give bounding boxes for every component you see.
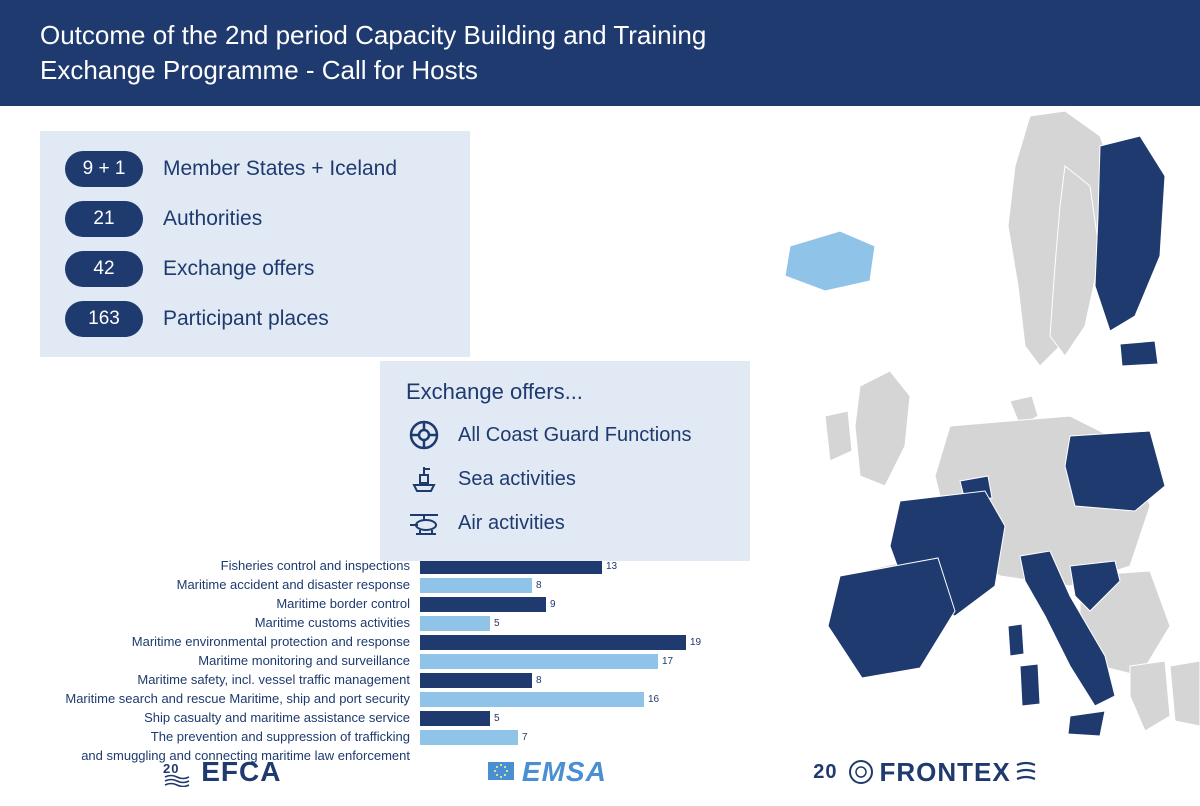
map-corsica: [1008, 624, 1024, 656]
logo-emsa-text: EMSA: [522, 756, 607, 788]
chart-bar: [420, 597, 546, 612]
chart-label: Maritime safety, incl. vessel traffic ma…: [40, 673, 420, 688]
stat-row: 9 + 1 Member States + Iceland: [65, 151, 445, 187]
stat-label: Participant places: [163, 307, 329, 331]
logo-frontex-prefix: 20: [813, 761, 837, 784]
chart-bar: [420, 578, 532, 593]
stat-row: 21 Authorities: [65, 201, 445, 237]
chart-bar-wrap: 9: [420, 597, 780, 612]
chart-bar-wrap: 17: [420, 654, 780, 669]
lifebuoy-icon: [406, 419, 442, 451]
stat-row: 42 Exchange offers: [65, 251, 445, 287]
stats-box: 9 + 1 Member States + Iceland 21 Authoritie…: [40, 131, 470, 357]
chart-row: Maritime customs activities 5: [40, 614, 780, 632]
chart-label: Maritime border control: [40, 597, 420, 612]
svg-text:20: 20: [163, 761, 179, 776]
chart-row: Maritime monitoring and surveillance 17: [40, 652, 780, 670]
left-column: 9 + 1 Member States + Iceland 21 Authoritie…: [40, 131, 810, 766]
chart-value: 5: [494, 713, 500, 724]
chart-row: Ship casualty and maritime assistance se…: [40, 709, 780, 727]
chart-label: Maritime customs activities: [40, 616, 420, 631]
chart-bar: [420, 673, 532, 688]
chart-value: 5: [494, 618, 500, 629]
offer-row: Air activities: [406, 507, 724, 539]
chart-label: Maritime environmental protection and re…: [40, 635, 420, 650]
chart-row: Maritime environmental protection and re…: [40, 633, 780, 651]
chart-bar-wrap: 16: [420, 692, 780, 707]
chart-bar: [420, 654, 658, 669]
logo-efca-text: EFCA: [201, 756, 281, 788]
offer-label: All Coast Guard Functions: [458, 424, 691, 447]
map-spain: [828, 558, 955, 678]
chart-label: The prevention and suppression of traffi…: [40, 730, 420, 745]
chart-value: 13: [606, 561, 617, 572]
offer-row: All Coast Guard Functions: [406, 419, 724, 451]
map-sicily: [1068, 711, 1105, 736]
map-sardinia: [1020, 664, 1040, 706]
map-iceland: [785, 231, 875, 291]
stat-pill: 42: [65, 251, 143, 287]
map-poland: [1065, 431, 1165, 511]
chart-label: Maritime monitoring and surveillance: [40, 654, 420, 669]
chart-bar: [420, 711, 490, 726]
stat-label: Exchange offers: [163, 257, 314, 281]
chart-row: Maritime border control 9: [40, 595, 780, 613]
chart-value: 8: [536, 675, 542, 686]
offers-title: Exchange offers...: [406, 379, 724, 405]
offer-row: Sea activities: [406, 463, 724, 495]
chart-label: Maritime search and rescue Maritime, shi…: [40, 692, 420, 707]
logo-efca: 20 EFCA: [163, 756, 281, 788]
chart-bar-wrap: 8: [420, 578, 780, 593]
map-estonia: [1120, 341, 1158, 366]
europe-map: [770, 106, 1200, 786]
offer-label: Sea activities: [458, 468, 576, 491]
logo-frontex-text: FRONTEX: [880, 757, 1011, 788]
header-banner: Outcome of the 2nd period Capacity Build…: [0, 0, 1200, 106]
chart-bar-wrap: 5: [420, 616, 780, 631]
chart-row: Maritime safety, incl. vessel traffic ma…: [40, 671, 780, 689]
logo-emsa: EMSA: [488, 756, 607, 788]
stat-pill: 21: [65, 201, 143, 237]
chart-bar-wrap: 5: [420, 711, 780, 726]
offers-box: Exchange offers... All Coast Guard Funct…: [380, 361, 750, 561]
stat-label: Member States + Iceland: [163, 157, 397, 181]
chart-bar: [420, 730, 518, 745]
chart-value: 16: [648, 694, 659, 705]
chart-label: Fisheries control and inspections: [40, 559, 420, 574]
chart-value: 8: [536, 580, 542, 591]
header-line-2: Exchange Programme - Call for Hosts: [40, 53, 1160, 88]
chart-value: 9: [550, 599, 556, 610]
chart-bar-wrap: 19: [420, 635, 780, 650]
stat-row: 163 Participant places: [65, 301, 445, 337]
offer-label: Air activities: [458, 512, 565, 535]
chart-row: Maritime search and rescue Maritime, shi…: [40, 690, 780, 708]
map-finland: [1095, 136, 1165, 331]
chart-label: Maritime accident and disaster response: [40, 578, 420, 593]
chart-bar-wrap: 8: [420, 673, 780, 688]
header-line-1: Outcome of the 2nd period Capacity Build…: [40, 18, 1160, 53]
chart-label: Ship casualty and maritime assistance se…: [40, 711, 420, 726]
chart-row: Maritime accident and disaster response 8: [40, 576, 780, 594]
chart-value: 19: [690, 637, 701, 648]
chart-bar-wrap: 7: [420, 730, 780, 745]
chart-row: The prevention and suppression of traffi…: [40, 728, 780, 746]
bar-chart: Fisheries control and inspections 13 Marit…: [40, 557, 780, 765]
chart-bar: [420, 616, 490, 631]
stat-label: Authorities: [163, 207, 262, 231]
helicopter-icon: [406, 507, 442, 539]
stat-pill: 163: [65, 301, 143, 337]
footer-logos: 20 EFCA EMSA 20 FRONTEX: [0, 756, 1200, 788]
chart-bar: [420, 635, 686, 650]
ship-icon: [406, 463, 442, 495]
chart-value: 7: [522, 732, 528, 743]
chart-value: 17: [662, 656, 673, 667]
logo-frontex: 20 FRONTEX: [813, 757, 1036, 788]
chart-bar: [420, 692, 644, 707]
content-area: 9 + 1 Member States + Iceland 21 Authoritie…: [0, 106, 1200, 766]
stat-pill: 9 + 1: [65, 151, 143, 187]
